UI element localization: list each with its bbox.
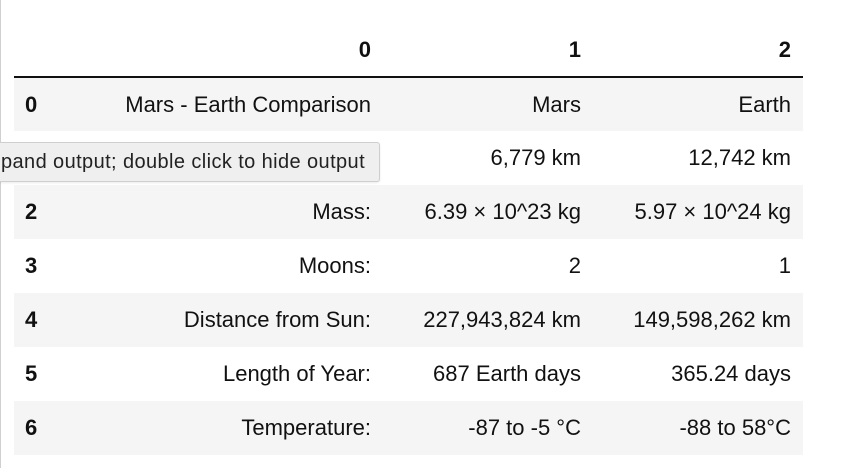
table-cell: 5.97 × 10^24 kg — [634, 199, 791, 224]
row-index: 0 — [25, 91, 38, 117]
table-cell: Distance from Sun: — [183, 307, 371, 332]
table-cell: 1 — [778, 253, 791, 278]
table-cell: Mass: — [312, 199, 371, 224]
table-cell: 149,598,262 km — [633, 307, 791, 332]
table-cell: -88 to 58°C — [679, 415, 791, 440]
row-index: 4 — [25, 307, 38, 332]
table-cell: 2 — [568, 253, 581, 278]
output-prompt-border — [0, 0, 1, 468]
row-index: 6 — [25, 415, 38, 440]
table-row: 0 Mars - Earth Comparison Mars Earth — [14, 77, 803, 131]
header-cell-col-2: 2 — [593, 24, 803, 78]
table-cell: Length of Year: — [222, 361, 371, 386]
table-cell: 227,943,824 km — [423, 307, 581, 332]
table-cell: 6.39 × 10^23 kg — [424, 199, 581, 224]
table-row: 4 Distance from Sun: 227,943,824 km 149,… — [14, 293, 803, 347]
header-cell-col-0: 0 — [63, 24, 383, 78]
table-row: 6 Temperature: -87 to -5 °C -88 to 58°C — [14, 401, 803, 455]
table-cell: Moons: — [298, 253, 371, 278]
row-index: 2 — [25, 199, 38, 224]
table-row: 2 Mass: 6.39 × 10^23 kg 5.97 × 10^24 kg — [14, 185, 803, 239]
header-index-cell — [14, 24, 63, 78]
row-index: 3 — [25, 253, 38, 278]
table-row: 5 Length of Year: 687 Earth days 365.24 … — [14, 347, 803, 401]
row-index: 5 — [25, 361, 38, 386]
table-cell: -87 to -5 °C — [468, 415, 581, 440]
table-cell: 6,779 km — [490, 145, 582, 170]
table-cell: Temperature: — [241, 415, 371, 440]
dataframe-table: 0 1 2 0 Mars - Earth Comparison Mars Ear… — [14, 24, 803, 455]
table-cell: Earth — [738, 91, 791, 117]
table-row: 3 Moons: 2 1 — [14, 239, 803, 293]
table-header-row: 0 1 2 — [14, 24, 803, 78]
table-cell: 687 Earth days — [433, 361, 581, 386]
table-cell: Mars - Earth Comparison — [125, 91, 371, 117]
header-cell-col-1: 1 — [383, 24, 593, 78]
table-cell: 365.24 days — [671, 361, 791, 386]
table-cell: 12,742 km — [688, 145, 791, 170]
output-toggle-tooltip: pand output; double click to hide output — [0, 142, 381, 182]
table-cell: Mars — [532, 91, 581, 117]
